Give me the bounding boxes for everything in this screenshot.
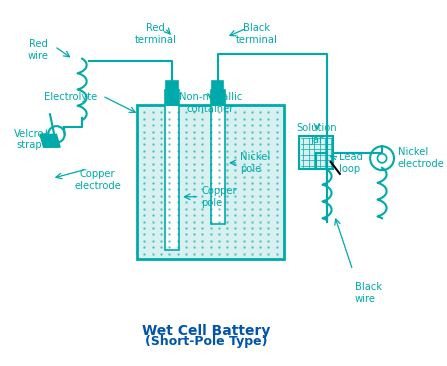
Text: Electrolyte: Electrolyte bbox=[43, 92, 97, 102]
Text: Wet Cell Battery: Wet Cell Battery bbox=[142, 324, 270, 338]
Bar bbox=[299, 136, 333, 169]
Text: Non-metallic
container: Non-metallic container bbox=[179, 92, 242, 114]
Text: Copper
electrode: Copper electrode bbox=[74, 169, 121, 191]
Text: Black
wire: Black wire bbox=[354, 282, 382, 304]
Text: Copper
pole: Copper pole bbox=[201, 186, 237, 208]
Text: Nickel
pole: Nickel pole bbox=[240, 152, 270, 173]
Text: Velcro
strap: Velcro strap bbox=[14, 129, 44, 150]
Bar bbox=[164, 90, 179, 105]
Bar bbox=[211, 105, 225, 224]
Bar bbox=[137, 105, 284, 259]
Text: (Short-Pole Type): (Short-Pole Type) bbox=[145, 335, 267, 348]
Text: Red
wire: Red wire bbox=[28, 39, 49, 61]
Text: Solution
jar: Solution jar bbox=[297, 123, 337, 145]
Polygon shape bbox=[40, 134, 60, 147]
Bar bbox=[164, 105, 179, 250]
Text: Lead
loop: Lead loop bbox=[339, 152, 363, 173]
Text: Nickel
electrode: Nickel electrode bbox=[398, 147, 444, 169]
Bar bbox=[166, 81, 177, 90]
Bar bbox=[212, 81, 224, 90]
Bar bbox=[211, 90, 225, 105]
Text: Red
terminal: Red terminal bbox=[135, 23, 177, 45]
Text: Black
terminal: Black terminal bbox=[236, 23, 277, 45]
